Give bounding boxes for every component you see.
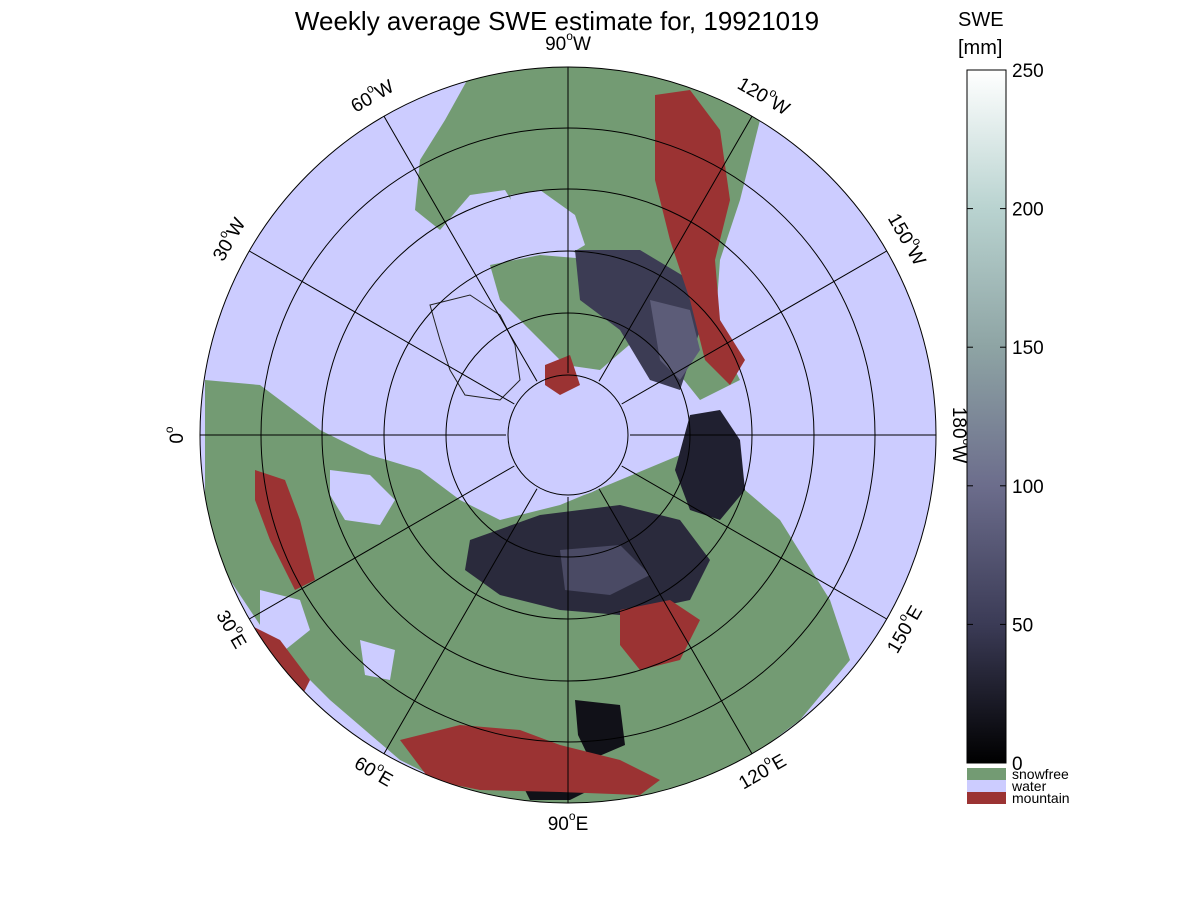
category-label-snowfree: snowfree (1012, 766, 1069, 782)
colorbar-title-unit: [mm] (958, 37, 1002, 59)
category-label-water: water (1011, 778, 1047, 794)
map-title: Weekly average SWE estimate for, 1992101… (295, 6, 819, 36)
colorbar-tick-label: 150 (1012, 338, 1044, 359)
polar-ocean (506, 373, 630, 497)
category-swatch-water (967, 780, 1006, 792)
meridian-line (621, 250, 887, 405)
aral-water (360, 640, 395, 680)
category-swatch-mountain (967, 792, 1006, 804)
meridian-label: 60oW (345, 72, 398, 117)
meridian-label: 90oE (548, 809, 589, 835)
meridian-line (598, 116, 753, 382)
meridian-label: 30oW (205, 212, 250, 265)
map-disk (200, 67, 936, 803)
category-label-mountain: mountain (1012, 790, 1070, 806)
colorbar-tick-label: 200 (1012, 200, 1044, 221)
meridian-label: 90oW (545, 29, 591, 55)
snow-canada-light (650, 300, 700, 380)
colorbar-tick-label: 100 (1012, 477, 1044, 498)
snow-mongolia (575, 700, 625, 760)
mountain-himalaya (400, 725, 660, 795)
category-swatch-snowfree (967, 768, 1006, 780)
caspian-water (260, 590, 310, 650)
colorbar-tick-label: 250 (1012, 61, 1044, 82)
mountain-caucasus (255, 470, 315, 590)
meridian-line (383, 116, 538, 382)
meridian-label: 0o (162, 426, 188, 444)
graticule (200, 67, 936, 803)
map-border (199, 66, 937, 804)
hudson-bay-water (510, 190, 585, 260)
colorbar-tick-label: 50 (1012, 615, 1033, 636)
mountain-urals-east (620, 600, 700, 670)
colorbar-title-swe: SWE (958, 9, 1004, 31)
colorbar-tick-label: 0 (1012, 754, 1023, 775)
colorbar: SWE [mm] 0 50 100 150 200 250 snowfreewatermo… (958, 9, 1070, 806)
meridian-line (621, 465, 887, 620)
greenland-outline (429, 294, 521, 401)
mountain-rockies (655, 90, 745, 385)
baltic-water (330, 470, 395, 525)
latitude-circle (507, 374, 629, 496)
colorbar-gradient (966, 69, 1007, 764)
meridian-line (249, 465, 515, 620)
meridian-line (249, 250, 515, 405)
snow-siberia-east (675, 410, 745, 520)
meridian-line (383, 488, 538, 754)
meridian-line (598, 488, 753, 754)
colorbar-ticks: 0 50 100 150 200 250 (967, 61, 1044, 775)
snow-siberia-bright (560, 545, 650, 595)
